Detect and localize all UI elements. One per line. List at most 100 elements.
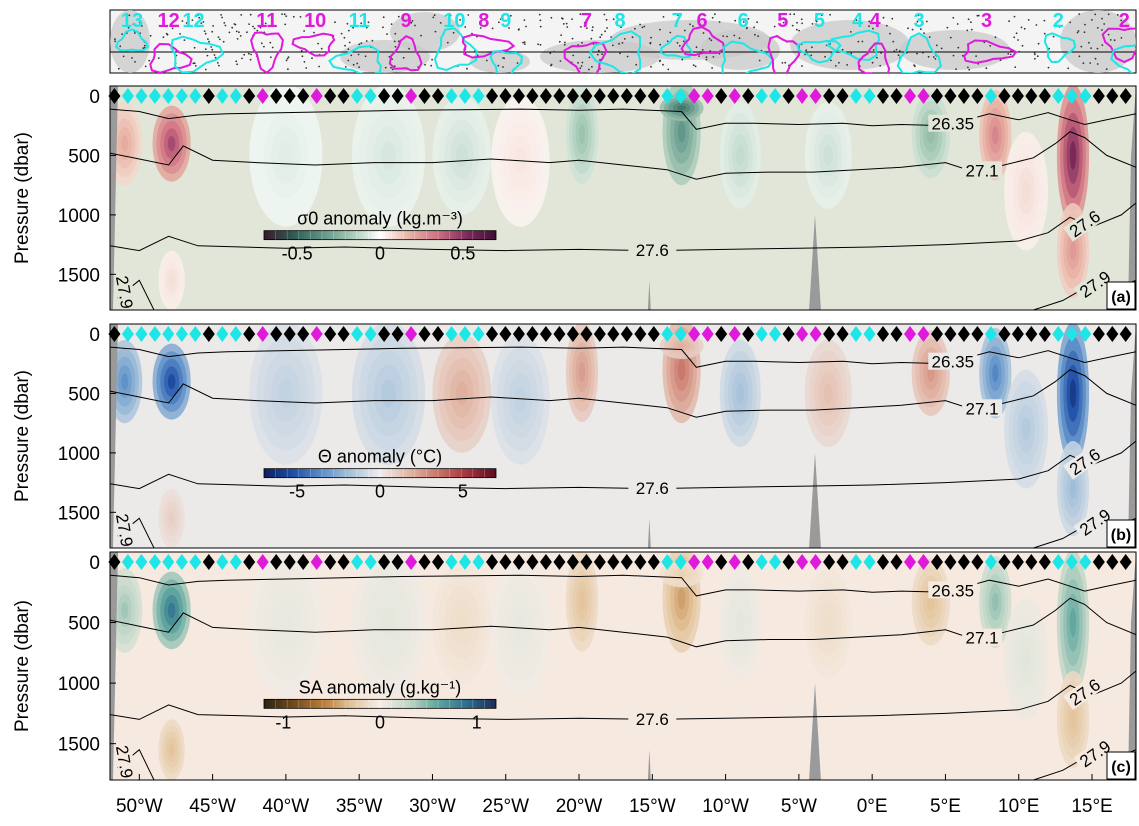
float-dot <box>718 21 721 23</box>
float-dot <box>183 39 186 41</box>
anomaly-patch <box>167 136 176 152</box>
anomaly-patch <box>1069 608 1077 638</box>
panel-frame <box>109 85 1137 311</box>
float-dot <box>285 59 288 62</box>
profile-marker <box>890 326 903 342</box>
float-dot <box>1013 15 1016 18</box>
float-dot <box>128 14 131 17</box>
float-dot <box>976 14 979 17</box>
profile-marker <box>782 554 795 570</box>
float-dot <box>885 24 888 27</box>
float-dot <box>898 50 901 52</box>
float-dot <box>952 16 955 19</box>
float-dot <box>522 41 524 44</box>
float-dot <box>907 27 909 30</box>
isopycnal-label-bg <box>962 399 1003 417</box>
float-dot <box>789 13 792 16</box>
float-dot <box>218 38 221 41</box>
profile-marker <box>1025 88 1038 104</box>
float-dot <box>1077 30 1080 32</box>
float-dot <box>692 64 695 67</box>
float-dot <box>824 55 826 58</box>
float-dot <box>292 15 295 18</box>
float-dot <box>961 54 964 57</box>
profile-marker <box>351 554 364 570</box>
colorbar-label: SA anomaly (g.kg⁻¹) <box>299 677 462 697</box>
panel-label-box <box>1106 751 1136 780</box>
float-dot <box>829 13 831 16</box>
profile-marker <box>957 88 970 104</box>
float-dot <box>650 65 652 68</box>
float-dot <box>446 41 449 44</box>
float-dot <box>561 17 564 20</box>
float-dot <box>977 14 980 17</box>
profile-marker <box>661 554 674 570</box>
float-dot <box>516 62 519 64</box>
profile-marker <box>391 88 404 104</box>
float-dot <box>610 36 612 38</box>
anomaly-patch <box>514 615 527 642</box>
x-tick-label: 5°E <box>930 796 961 817</box>
float-dot <box>590 37 593 40</box>
isopycnal-label-bg <box>962 161 1003 179</box>
y-tick-label: 1000 <box>58 206 100 227</box>
float-dot <box>185 22 188 24</box>
y-tick-label: 1500 <box>58 265 100 286</box>
profile-marker <box>202 326 215 342</box>
float-dot <box>132 23 135 26</box>
float-dot <box>967 66 969 69</box>
float-dot <box>391 68 394 71</box>
float-dot <box>334 21 336 24</box>
isopycnal-label-bg <box>1063 204 1106 242</box>
float-dot <box>1043 32 1046 35</box>
float-dot <box>711 16 714 19</box>
profile-marker <box>1065 554 1078 570</box>
float-dot <box>949 36 952 39</box>
profile-marker <box>270 326 283 342</box>
profile-marker <box>809 554 822 570</box>
float-dot <box>252 25 254 28</box>
float-dot <box>659 28 661 31</box>
float-dot <box>358 43 361 46</box>
panel-label: (c) <box>1111 759 1131 776</box>
float-dot <box>479 27 482 29</box>
profile-marker <box>324 554 337 570</box>
float-dot <box>204 32 207 35</box>
float-dot <box>838 61 840 64</box>
float-dot <box>1120 37 1123 39</box>
float-dot <box>718 52 721 55</box>
float-dot <box>221 16 224 19</box>
profile-marker <box>189 326 202 342</box>
float-dot <box>286 57 289 60</box>
map-strip: 13 12 12 11 10 11 9 10 8 9 7 8 7 6 6 5 5 4 4 3 3 2 2 <box>109 9 1137 74</box>
profile-marker <box>917 326 930 342</box>
float-dot <box>231 26 234 29</box>
isopycnal-label-bg <box>928 581 978 599</box>
float-dot <box>223 22 226 24</box>
float-dot <box>213 54 216 56</box>
profile-marker <box>863 554 876 570</box>
eddy-number-labels: 13 12 12 11 10 11 9 10 8 9 7 8 7 6 6 5 5 4 4 3 3 2 2 <box>121 10 1130 32</box>
isopycnal-label: 27.6 <box>636 710 669 729</box>
float-dot <box>525 25 527 28</box>
float-dot <box>956 23 959 25</box>
float-dot <box>677 14 679 17</box>
y-tick-label: 1500 <box>58 735 100 756</box>
profile-marker <box>688 326 701 342</box>
profile-marker <box>877 88 889 104</box>
float-dot <box>916 20 919 23</box>
float-dot <box>553 50 555 53</box>
colorbar-tick-label: 1 <box>472 712 482 732</box>
float-dot <box>539 43 542 46</box>
float-dot <box>618 42 620 45</box>
profile-marker <box>175 554 188 570</box>
anomaly-patch <box>278 379 294 408</box>
bathymetry-right <box>1128 552 1136 780</box>
profile-marker <box>1038 326 1051 342</box>
profile-marker <box>904 554 916 570</box>
float-dot <box>738 16 741 19</box>
x-tick-label: 15°E <box>1071 796 1112 817</box>
anomaly-patch <box>677 105 686 111</box>
profile-marker <box>1119 88 1132 104</box>
eddy-contour-magenta <box>388 35 423 72</box>
